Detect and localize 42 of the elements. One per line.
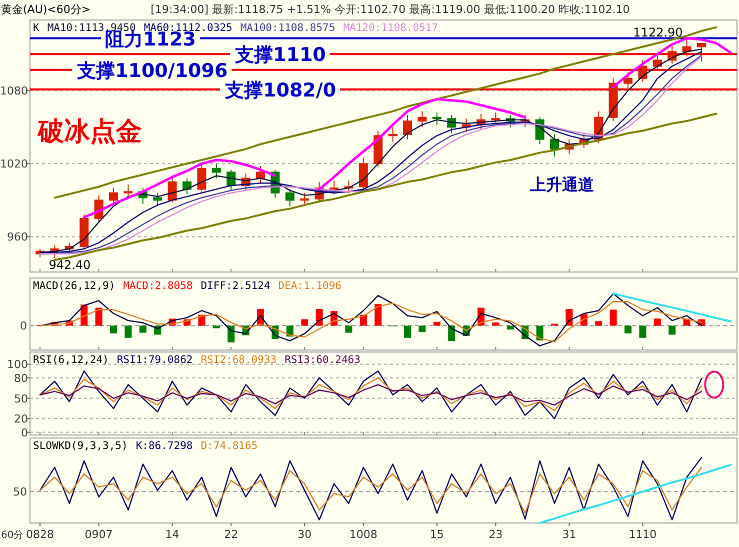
x-tick-label: 30 [298, 528, 312, 541]
legend-title: K [33, 22, 40, 34]
chart-title: RSI(6,12,24) [33, 354, 109, 366]
x-tick-label: 23 [488, 528, 503, 541]
x-tick-label: 14 [165, 528, 180, 541]
y-tick-label: 20 [14, 412, 28, 426]
x-tick-label: 0907 [84, 528, 113, 541]
text: RSI1:79.0862 [116, 354, 193, 366]
ref-line-label: 支撑1082/0 [224, 79, 336, 102]
x-axis-title: 60分 [1, 529, 24, 541]
y-tick-label: 50 [14, 392, 28, 406]
text: MA100:1108.8575 [240, 22, 336, 34]
annotation: 1122.90 [633, 25, 683, 40]
y-tick-label: 1020 [0, 158, 28, 171]
y-tick-label: 1080 [0, 84, 28, 98]
ref-line-label: 支撑1100/1096 [76, 60, 228, 82]
y-tick-label: 100 [7, 358, 28, 372]
annotation: 942.40 [48, 258, 91, 272]
text: DEA:1.1096 [278, 280, 342, 292]
chart-title: MACD(26,12,9) [33, 280, 116, 292]
text: D:74.8165 [200, 440, 258, 452]
x-tick-label: 31 [562, 528, 576, 541]
text: RSI2:68.0933 [200, 354, 277, 366]
y-tick-label: 0 [21, 426, 28, 440]
x-tick-label: 22 [224, 528, 238, 541]
series-label: K:86.7298 [136, 440, 193, 452]
y-tick-label: 960 [7, 230, 28, 244]
chart-title: 黄金(AU)<60分> [1, 3, 91, 16]
annotation: 上升通道 [529, 175, 595, 194]
series-label: DIFF:2.5124 [200, 280, 270, 292]
text: RSI3:60.2463 [284, 354, 360, 366]
text: MA120:1108.0517 [343, 22, 438, 34]
text: MACD:2.8058 [123, 280, 193, 292]
x-tick-label: 15 [430, 528, 444, 541]
annotation: 破冰点金 [37, 117, 142, 146]
x-tick-label: 1110 [628, 528, 657, 541]
chart-subtitle: [19:34:00] 最新:1118.75 +1.51% 今开:1102.70 最高:1119.00 最低:1100.20 昨收:1102.10 [150, 3, 630, 16]
chart-title: SLOWKD(9,3,3,5) [33, 440, 128, 452]
y-tick-label: 80 [14, 372, 28, 385]
ref-line-label: 支撑1110 [234, 44, 326, 66]
x-tick-label: 1008 [349, 528, 378, 541]
x-tick-label: 0828 [26, 528, 54, 541]
